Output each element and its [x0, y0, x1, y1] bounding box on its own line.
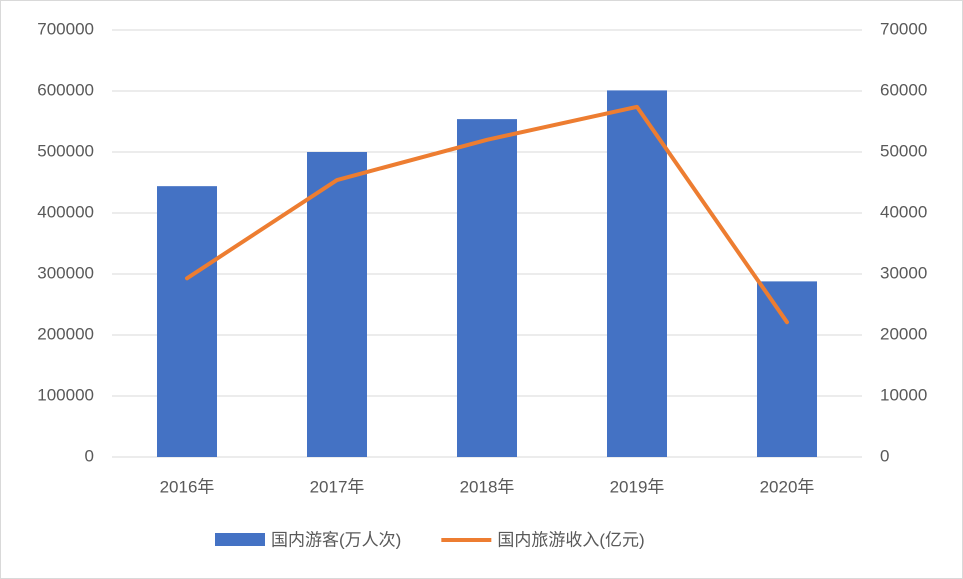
y2-tick-label: 20000 [880, 324, 927, 343]
y2-tick-label: 0 [880, 446, 889, 465]
bar [307, 152, 367, 457]
y-tick-label: 500000 [37, 141, 94, 160]
x-tick-label: 2017年 [310, 477, 365, 496]
y2-tick-label: 40000 [880, 202, 927, 221]
y2-tick-label: 50000 [880, 141, 927, 160]
y2-tick-label: 10000 [880, 385, 927, 404]
y-tick-label: 100000 [37, 385, 94, 404]
x-tick-label: 2016年 [160, 477, 215, 496]
x-tick-label: 2020年 [760, 477, 815, 496]
line [185, 104, 789, 325]
y2-tick-label: 30000 [880, 263, 927, 282]
y-tick-label: 0 [85, 446, 94, 465]
y-tick-label: 400000 [37, 202, 94, 221]
y-tick-label: 300000 [37, 263, 94, 282]
legend-label: 国内游客(万人次) [271, 530, 401, 549]
y2-tick-label: 60000 [880, 80, 927, 99]
bar [157, 186, 217, 457]
bar [607, 90, 667, 457]
bar [757, 281, 817, 457]
y-tick-label: 600000 [37, 80, 94, 99]
legend-label: 国内旅游收入(亿元) [497, 530, 644, 549]
x-tick-label: 2018年 [460, 477, 515, 496]
y-tick-label: 700000 [37, 19, 94, 38]
y-tick-label: 200000 [37, 324, 94, 343]
legend-swatch [215, 533, 265, 546]
y2-tick-label: 70000 [880, 19, 927, 38]
bar [457, 119, 517, 457]
x-tick-label: 2019年 [610, 477, 665, 496]
